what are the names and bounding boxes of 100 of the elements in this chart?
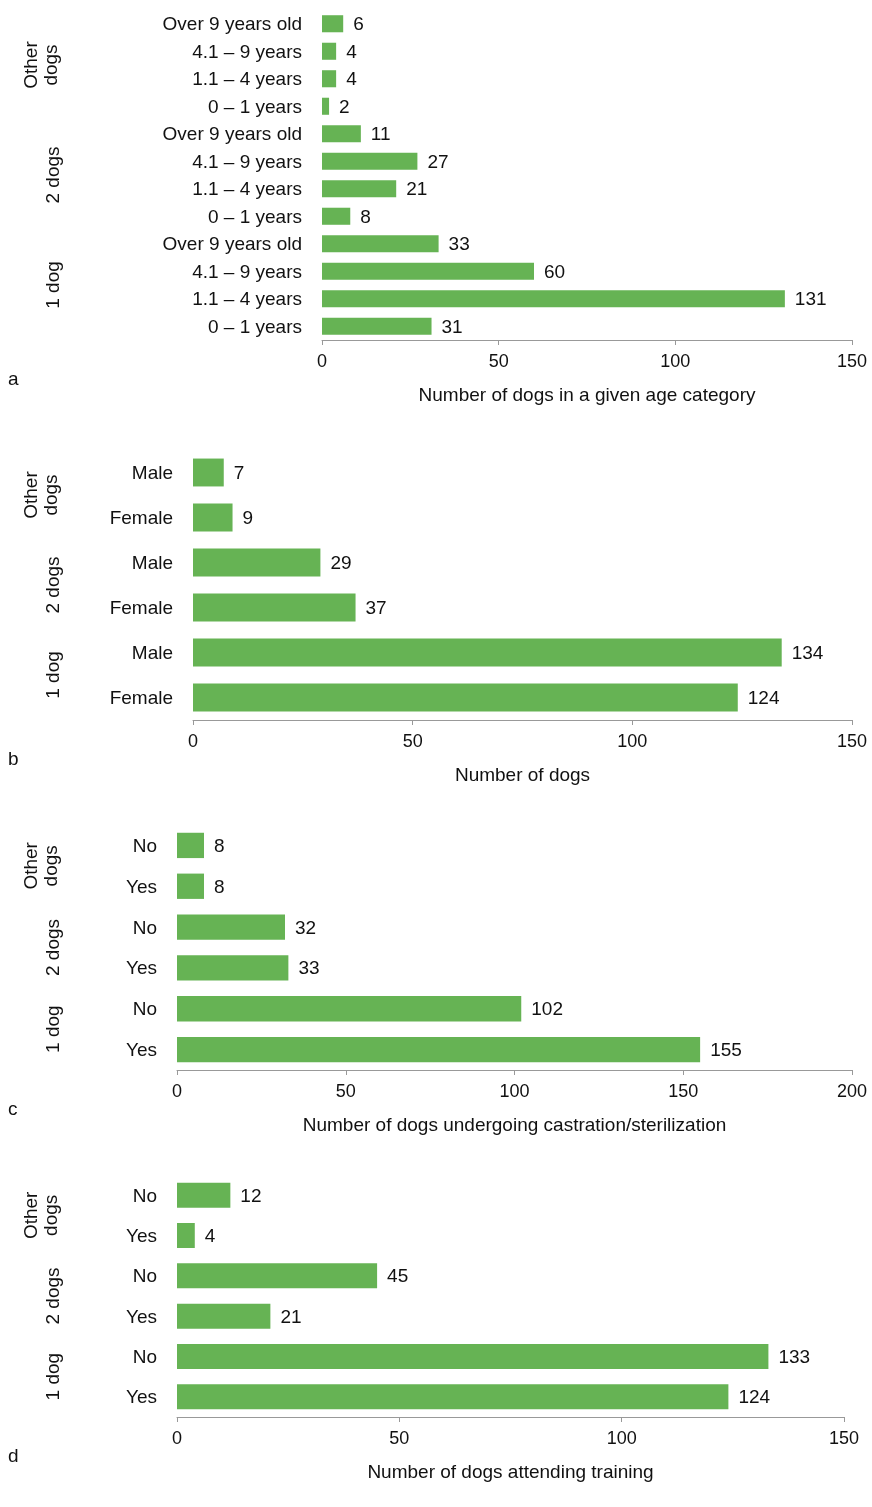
- text: 1 dog: [41, 261, 63, 309]
- x-axis-title: Number of dogs attending training: [367, 1461, 654, 1482]
- data-label: 4: [204, 1225, 216, 1246]
- x-tick-label: 0: [316, 351, 328, 371]
- x-tick-label: 150: [836, 351, 868, 371]
- text: b: [8, 748, 19, 769]
- y-tick-label: Over 9 years old: [162, 123, 302, 145]
- x-tick-label: 100: [617, 731, 648, 751]
- data-label: 21: [406, 178, 428, 200]
- text: 2 dogs: [41, 556, 63, 614]
- bar: [322, 235, 439, 253]
- data-label: 133: [778, 1346, 811, 1367]
- data-label: 102: [531, 998, 563, 1020]
- data-label: 4: [346, 40, 358, 62]
- bar: [177, 873, 204, 899]
- text: Other dogs: [19, 1190, 61, 1240]
- data-label: 27: [427, 150, 449, 172]
- bar: [193, 638, 782, 667]
- text: 2 dogs: [41, 918, 63, 977]
- x-tick-label: 100: [499, 1081, 530, 1101]
- y-tick-label: 0 – 1 years: [208, 205, 302, 227]
- data-label: 8: [214, 834, 225, 856]
- x-tick-label: 50: [389, 1428, 410, 1448]
- data-label: 31: [441, 315, 463, 337]
- data-label: 21: [280, 1305, 302, 1327]
- text: Other dogs: [19, 841, 61, 890]
- text: a: [8, 368, 19, 389]
- x-tick-label: 100: [660, 351, 691, 371]
- text: c: [8, 1098, 18, 1119]
- y-tick-label: No: [132, 998, 157, 1020]
- y-tick-label: Yes: [126, 875, 157, 897]
- y-tick-label: 4.1 – 9 years: [192, 150, 302, 172]
- text: 1 dog: [41, 1005, 63, 1053]
- bar: [322, 15, 344, 33]
- bar: [177, 1344, 769, 1369]
- data-label: 8: [360, 205, 371, 227]
- bar: [322, 317, 432, 335]
- y-tick-label: No: [132, 916, 157, 938]
- data-label: 37: [365, 597, 387, 618]
- data-label: 45: [387, 1265, 409, 1287]
- data-label: 124: [738, 1386, 771, 1408]
- y-tick-label: Yes: [126, 1225, 157, 1246]
- text: Other dogs: [19, 40, 61, 89]
- data-label: 134: [791, 642, 824, 663]
- y-tick-label: 1.1 – 4 years: [192, 178, 302, 200]
- x-tick-label: 100: [606, 1428, 637, 1448]
- x-axis-title: Number of dogs: [454, 764, 591, 785]
- text: 2 dogs: [41, 1267, 63, 1325]
- bar: [177, 1182, 231, 1208]
- x-tick-label: 50: [402, 731, 423, 751]
- bar: [322, 180, 397, 198]
- bar: [177, 1223, 195, 1248]
- bar: [193, 503, 233, 532]
- bar: [322, 152, 418, 170]
- bar: [177, 832, 204, 859]
- x-tick-label: 200: [836, 1081, 868, 1101]
- y-tick-label: Yes: [126, 1039, 157, 1061]
- data-label: 7: [233, 462, 245, 483]
- y-tick-label: No: [132, 1265, 157, 1287]
- x-tick-label: 150: [828, 1428, 860, 1448]
- data-label: 11: [370, 123, 391, 145]
- bar: [193, 683, 738, 712]
- y-tick-label: 0 – 1 years: [208, 95, 302, 117]
- bar: [177, 955, 289, 981]
- data-label: 9: [242, 507, 254, 528]
- y-tick-label: No: [132, 834, 157, 856]
- data-label: 4: [346, 68, 358, 90]
- bar: [177, 996, 522, 1022]
- data-label: 33: [298, 957, 320, 979]
- bar: [177, 1384, 729, 1410]
- y-tick-label: Male: [131, 462, 173, 483]
- data-label: 12: [240, 1184, 262, 1206]
- x-tick-label: 50: [335, 1081, 356, 1101]
- text: 1 dog: [41, 1352, 63, 1401]
- x-tick-label: 150: [668, 1081, 699, 1101]
- y-tick-label: 1.1 – 4 years: [192, 288, 302, 310]
- x-axis-title: Number of dogs in a given age category: [418, 384, 756, 405]
- bar: [322, 97, 330, 115]
- data-label: 8: [214, 875, 225, 897]
- y-tick-label: No: [132, 1346, 157, 1367]
- data-label: 33: [448, 233, 470, 255]
- y-tick-label: Female: [109, 687, 173, 708]
- bar: [322, 125, 361, 143]
- bar: [322, 290, 785, 308]
- y-tick-label: Male: [131, 552, 173, 573]
- y-tick-label: 4.1 – 9 years: [192, 260, 302, 282]
- x-axis-title: Number of dogs undergoing castration/sterilization: [302, 1114, 727, 1135]
- text: 2 dogs: [41, 146, 63, 204]
- y-tick-label: Yes: [126, 957, 157, 979]
- bar: [322, 42, 337, 60]
- bar: [322, 70, 337, 88]
- bar: [193, 593, 356, 622]
- y-tick-label: Yes: [126, 1305, 157, 1327]
- y-tick-label: 1.1 – 4 years: [192, 68, 302, 90]
- bar: [322, 262, 534, 280]
- data-label: 2: [339, 95, 350, 117]
- data-label: 131: [794, 288, 827, 310]
- x-tick-label: 50: [488, 351, 509, 371]
- text: Other dogs: [19, 470, 61, 519]
- bar: [193, 548, 321, 577]
